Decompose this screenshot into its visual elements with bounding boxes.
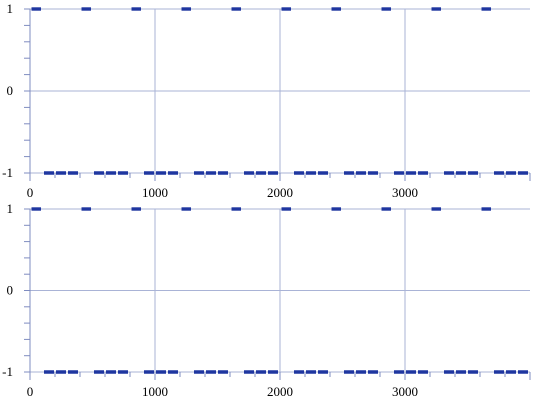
x-tick-label: 2000 (267, 384, 293, 399)
x-tick-label: 0 (27, 185, 34, 200)
y-tick-label: -1 (2, 165, 13, 180)
chart-panel-top: -1 0 1 0 1000 2000 3000 (2, 1, 531, 200)
x-tick-label: 2000 (267, 185, 293, 200)
y-tick-label: -1 (2, 364, 13, 379)
x-tick-label: 1000 (142, 384, 168, 399)
x-tick-label: 3000 (392, 384, 418, 399)
x-tick-label: 3000 (392, 185, 418, 200)
x-tick-label: 1000 (142, 185, 168, 200)
chart-panel-bottom: -1 0 1 0 1000 2000 3000 (2, 201, 531, 399)
y-tick-label: 0 (7, 83, 14, 98)
y-tick-label: 0 (7, 283, 14, 298)
y-tick-label: 1 (7, 1, 14, 16)
y-tick-label: 1 (7, 201, 14, 216)
x-tick-label: 0 (27, 384, 34, 399)
